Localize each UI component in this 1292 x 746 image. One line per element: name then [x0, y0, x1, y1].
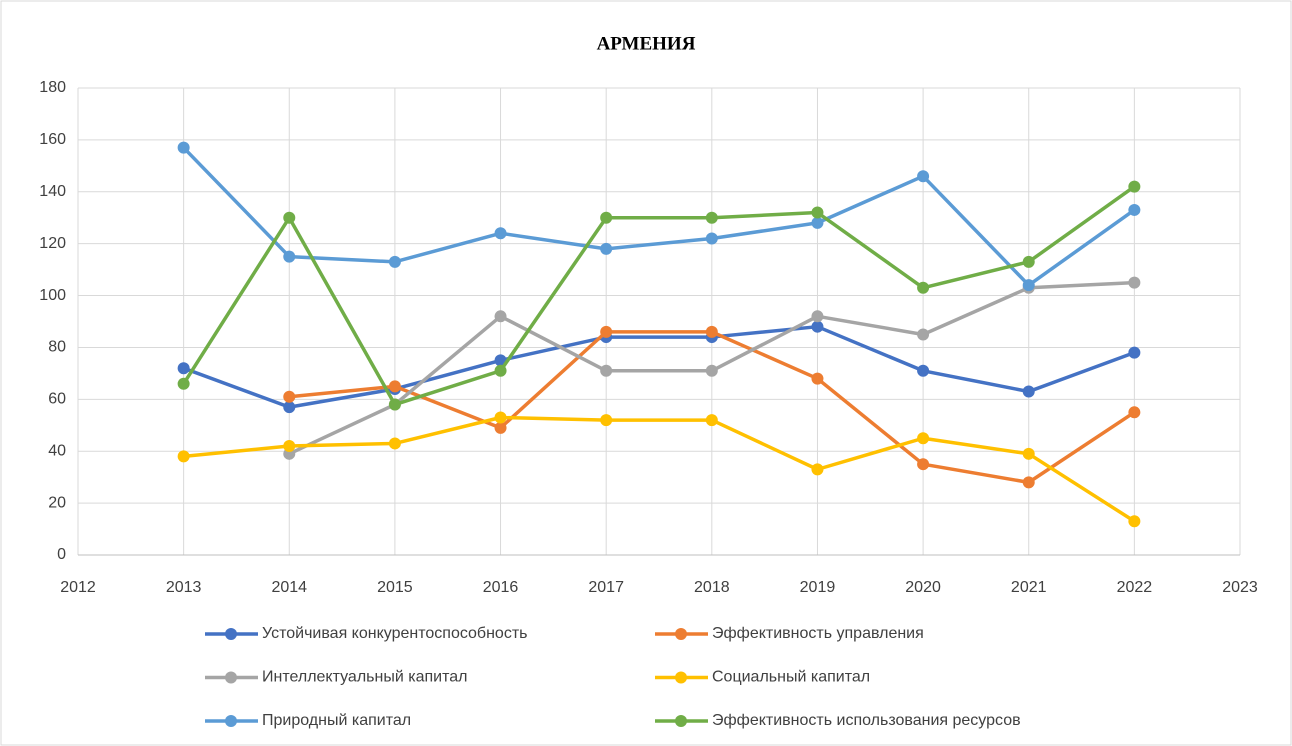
data-point [1022, 255, 1035, 268]
y-tick-label: 60 [48, 391, 66, 408]
x-tick-label: 2022 [1117, 579, 1153, 596]
y-tick-label: 160 [39, 131, 66, 148]
y-tick-label: 20 [48, 494, 66, 511]
chart-title: АРМЕНИЯ [597, 33, 696, 54]
y-tick-label: 0 [57, 546, 66, 563]
data-point [1128, 203, 1141, 216]
series-line [182, 146, 1136, 287]
y-tick-label: 180 [39, 79, 66, 96]
data-point [705, 414, 718, 427]
data-point [177, 377, 190, 390]
data-point [811, 372, 824, 385]
series-line [182, 185, 1136, 407]
legend-label: Интеллектуальный капитал [262, 669, 467, 686]
data-point [388, 380, 401, 393]
x-tick-label: 2023 [1222, 579, 1258, 596]
data-point [177, 141, 190, 154]
legend-marker [675, 715, 687, 727]
x-tick-label: 2021 [1011, 579, 1047, 596]
legend-marker [225, 715, 237, 727]
data-point [811, 206, 824, 219]
legend-label: Эффективность управления [712, 625, 924, 642]
data-point [811, 216, 824, 229]
series-line [183, 415, 1136, 523]
data-point [283, 401, 296, 414]
data-point [388, 398, 401, 411]
x-tick-label: 2015 [377, 579, 413, 596]
x-tick-label: 2018 [694, 579, 730, 596]
data-point [600, 325, 613, 338]
legend-label: Природный капитал [262, 712, 411, 729]
data-point [494, 310, 507, 323]
data-point [917, 328, 930, 341]
data-point [1022, 385, 1035, 398]
data-point [283, 440, 296, 453]
data-point [494, 227, 507, 240]
legend-label: Эффективность использования ресурсов [712, 712, 1021, 729]
y-tick-label: 140 [39, 183, 66, 200]
y-tick-label: 40 [48, 442, 66, 459]
data-point [283, 390, 296, 403]
data-point [283, 211, 296, 224]
data-point [1022, 476, 1035, 489]
data-point [600, 242, 613, 255]
data-point [600, 211, 613, 224]
data-point [1022, 279, 1035, 292]
x-tick-label: 2016 [483, 579, 519, 596]
data-point [283, 250, 296, 263]
legend-marker [675, 671, 687, 684]
data-point [917, 281, 930, 294]
data-point [811, 320, 824, 333]
data-point [811, 463, 824, 476]
x-tick-label: 2013 [166, 579, 202, 596]
data-point [1128, 180, 1141, 193]
data-point [705, 325, 718, 338]
data-point [494, 364, 507, 377]
x-tick-label: 2014 [271, 579, 307, 596]
y-tick-label: 80 [48, 339, 66, 356]
legend-label: Социальный капитал [712, 669, 870, 686]
data-point [494, 421, 507, 434]
legend-marker [225, 671, 237, 684]
data-point [1128, 515, 1141, 528]
data-point [177, 362, 190, 375]
data-point [1128, 346, 1141, 359]
x-tick-label: 2019 [800, 579, 836, 596]
x-tick-label: 2012 [60, 579, 96, 596]
data-point [1128, 276, 1141, 289]
y-tick-label: 120 [39, 235, 66, 252]
data-point [494, 411, 507, 424]
data-point [600, 414, 613, 427]
series-line [183, 324, 1135, 409]
data-point [811, 310, 824, 323]
data-point [917, 364, 930, 377]
data-point [1022, 447, 1035, 460]
x-tick-label: 2020 [905, 579, 941, 596]
legend-label: Устойчивая конкурентоспособность [262, 625, 527, 642]
data-point [917, 170, 930, 183]
data-point [388, 255, 401, 268]
data-point [705, 211, 718, 224]
data-point [705, 232, 718, 245]
data-point [600, 364, 613, 377]
data-point [1128, 406, 1141, 419]
data-point [388, 437, 401, 450]
data-point [705, 364, 718, 377]
data-point [917, 458, 930, 471]
x-tick-label: 2017 [588, 579, 624, 596]
data-point [177, 450, 190, 463]
data-point [917, 432, 930, 445]
y-tick-label: 100 [39, 287, 66, 304]
legend-marker [675, 628, 687, 640]
legend-marker [225, 628, 237, 640]
